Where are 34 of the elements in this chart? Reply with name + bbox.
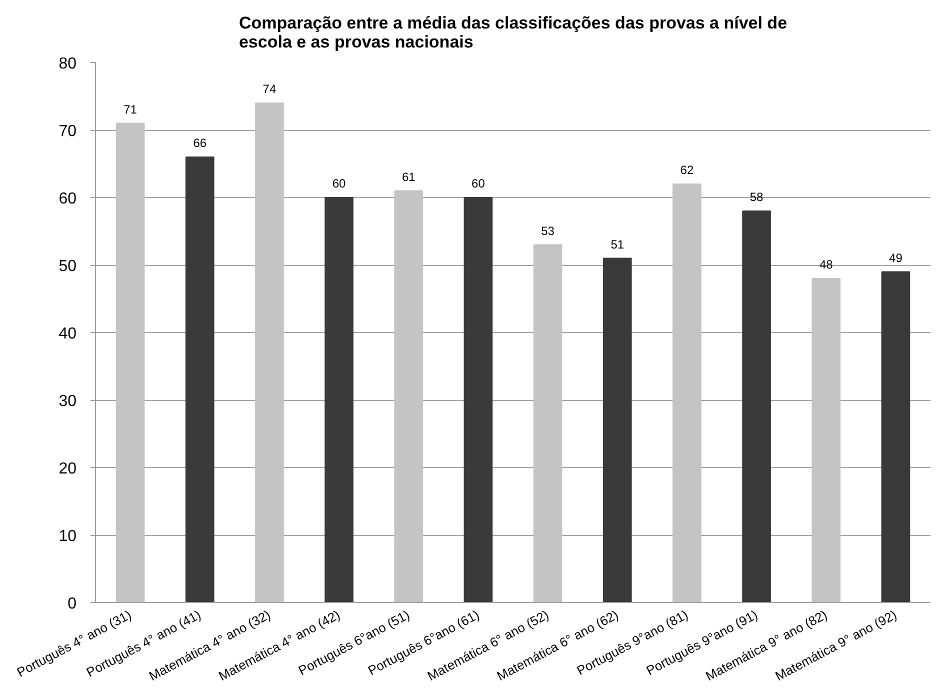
bar — [602, 258, 632, 602]
bar — [464, 197, 493, 602]
data-label: 58 — [750, 190, 764, 204]
y-tick-label: 80 — [58, 56, 77, 72]
data-label: 61 — [402, 170, 416, 184]
data-label: 48 — [819, 258, 834, 272]
chart-title: Comparação entre a média das classificações das provas a nível de escola e as provas nacionais — [238, 14, 788, 52]
y-tick-label: 30 — [58, 393, 77, 410]
data-label: 62 — [680, 163, 694, 177]
y-tick-label: 60 — [58, 190, 77, 208]
bar — [742, 210, 771, 602]
data-label: 66 — [193, 136, 207, 150]
bar — [324, 197, 354, 602]
data-label: 71 — [124, 102, 138, 116]
data-label: 60 — [472, 176, 486, 190]
data-label: 53 — [541, 224, 555, 238]
data-label: 49 — [889, 250, 903, 265]
y-tick-label: 20 — [58, 460, 77, 478]
y-tick-label: 40 — [58, 326, 77, 342]
bar — [394, 190, 424, 602]
bar — [185, 156, 214, 602]
bar — [672, 184, 702, 602]
data-label: 74 — [262, 82, 276, 96]
y-tick-label: 10 — [58, 528, 77, 545]
bar — [881, 271, 910, 602]
data-label: 60 — [332, 176, 346, 190]
bar — [255, 102, 284, 602]
bar — [533, 244, 562, 602]
bar — [812, 278, 841, 602]
data-label: 51 — [610, 237, 624, 252]
y-tick-label: 70 — [58, 123, 77, 140]
y-tick-label: 50 — [58, 258, 77, 275]
y-tick-label: 0 — [68, 596, 77, 612]
bar — [116, 122, 145, 602]
